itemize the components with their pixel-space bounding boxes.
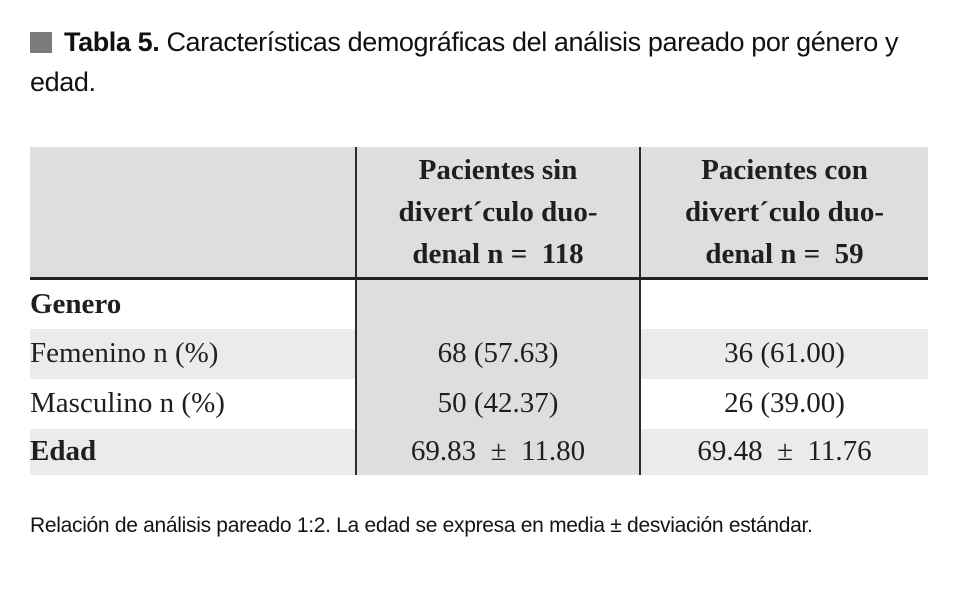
caption-table-number: Tabla 5.	[64, 27, 160, 57]
caption-text: Características demográficas del análisi…	[30, 27, 899, 97]
table-row-edad: Edad 69.83 ± 11.80 69.48 ± 11.76	[30, 428, 928, 475]
table-footnote: Relación de análisis pareado 1:2. La eda…	[30, 514, 813, 537]
row-label-masculino: Masculino n (%)	[30, 378, 356, 429]
row-label-edad: Edad	[30, 428, 356, 475]
table-header-row: Pacientes sin divert´culo duo- denal n =…	[30, 147, 928, 280]
header-cell-empty	[30, 147, 356, 280]
header-cell-without-diverticulum: Pacientes sin divert´culo duo- denal n =…	[355, 147, 640, 280]
cell-masculino-con: 26 (39.00)	[639, 378, 928, 429]
cell-genero-con	[639, 278, 928, 329]
cell-masculino-sin: 50 (42.37)	[355, 378, 640, 429]
cell-edad-sin: 69.83 ± 11.80	[355, 428, 640, 475]
cell-edad-con: 69.48 ± 11.76	[639, 428, 928, 475]
row-label-genero: Genero	[30, 278, 356, 329]
cell-femenino-con: 36 (61.00)	[639, 328, 928, 379]
header-cell-with-diverticulum: Pacientes con divert´culo duo- denal n =…	[639, 147, 928, 280]
demographics-table: Pacientes sin divert´culo duo- denal n =…	[30, 147, 928, 475]
table-caption: Tabla 5. Características demográficas de…	[30, 22, 932, 102]
table-row-femenino: Femenino n (%) 68 (57.63) 36 (61.00)	[30, 328, 928, 379]
table-row-masculino: Masculino n (%) 50 (42.37) 26 (39.00)	[30, 378, 928, 429]
table-row-genero: Genero	[30, 278, 928, 329]
cell-genero-sin	[355, 278, 640, 329]
cell-femenino-sin: 68 (57.63)	[355, 328, 640, 379]
row-label-femenino: Femenino n (%)	[30, 328, 356, 379]
caption-marker-icon	[30, 32, 52, 53]
